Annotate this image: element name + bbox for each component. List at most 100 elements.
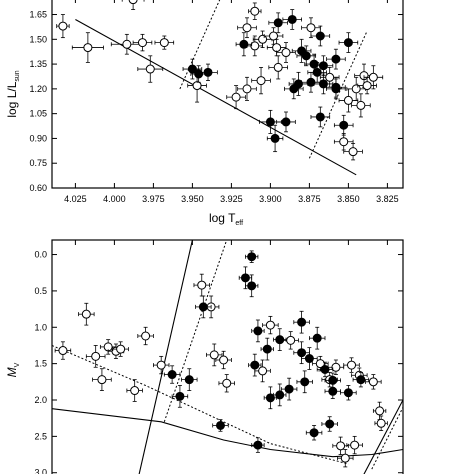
y-tick-label: 1.0 [34,322,47,332]
filled-data-point [253,440,263,450]
y-tick-label: 3.0 [34,468,47,474]
top-x-axis-title: log Teff [209,211,243,227]
filled-data-point [265,117,275,127]
filled-data-point [265,393,275,403]
open-data-point [350,440,360,450]
open-data-point [122,39,132,49]
filled-data-point [343,38,353,48]
top-plot-frame [51,0,404,189]
x-tick-label: 3.950 [181,194,204,204]
filled-data-point [320,364,330,374]
y-tick-label: 1.65 [29,10,47,20]
dotted-boundary-line [179,0,221,90]
top-y-ticks: 0.60 0.75 0.90 1.05 1.20 1.35 1.50 1.65 [29,10,403,193]
open-data-point [81,309,91,319]
boundary-line [52,408,403,458]
filled-data-point [331,84,341,94]
open-data-point [256,76,266,86]
dotted-boundary-line [308,30,368,159]
dotted-boundary-line [163,240,228,422]
dotted-boundary-line [52,345,349,465]
open-data-point [192,81,202,91]
bottom-plot-content [52,240,403,474]
open-data-point [306,23,316,33]
filled-data-point [356,375,366,385]
open-data-point [258,34,268,44]
y-tick-label: 1.35 [29,59,47,69]
open-data-point [231,92,241,102]
open-data-point [116,344,126,354]
filled-data-point [328,375,338,385]
open-data-point [159,38,169,48]
bottom-x-ticks [74,240,388,245]
x-tick-label: 4.025 [64,194,87,204]
x-tick-label: 3.925 [220,194,243,204]
open-data-point [356,100,366,110]
y-tick-label: 0.60 [29,183,47,193]
filled-data-point [215,420,225,430]
open-data-point [325,72,335,82]
dotted-boundary-line [371,407,403,470]
bottom-y-axis-title: MV [5,362,21,377]
filled-data-point [315,112,325,122]
open-data-point [258,366,268,376]
open-data-point [250,6,260,16]
filled-data-point [187,64,197,74]
open-data-point [269,31,279,41]
open-data-point [58,21,68,31]
open-data-point [209,350,219,360]
filled-data-point [312,333,322,343]
x-tick-label: 3.850 [337,194,360,204]
open-data-point [137,38,147,48]
open-data-point [376,418,386,428]
filled-data-point [281,117,291,127]
x-tick-label: 3.825 [376,194,399,204]
filled-data-point [270,133,280,143]
open-data-point [141,331,151,341]
y-tick-label: 0.90 [29,133,47,143]
filled-data-point [287,14,297,24]
y-tick-label: 1.50 [29,34,47,44]
y-tick-label: 0.75 [29,158,47,168]
x-tick-label: 4.000 [103,194,126,204]
y-tick-label: 1.05 [29,109,47,119]
open-data-point [375,406,385,416]
x-tick-label: 3.900 [259,194,282,204]
open-data-point [128,0,138,5]
y-tick-label: 0.5 [34,286,47,296]
filled-data-point [343,388,353,398]
open-data-point [272,43,282,53]
filled-data-point [253,326,263,336]
filled-data-point [306,77,316,87]
filled-data-point [247,281,257,291]
open-data-point [265,320,275,330]
filled-data-point [328,386,338,396]
filled-data-point [312,67,322,77]
open-data-point [250,41,260,51]
filled-data-point [184,375,194,385]
top-panel: 4.025 4.000 3.975 3.950 3.925 3.900 3.875 3.850… [5,0,404,227]
open-data-point [281,48,291,58]
filled-data-point [167,370,177,380]
open-data-point [130,386,140,396]
filled-data-point [203,67,213,77]
open-data-point [97,375,107,385]
open-data-point [368,377,378,387]
open-data-point [351,84,361,94]
top-y-axis-title: log L/Lsun [5,70,21,117]
filled-data-point [325,419,335,429]
y-tick-label: 0.0 [34,250,47,260]
open-data-point [340,453,350,463]
filled-data-point [309,428,319,438]
open-data-point [222,378,232,388]
open-data-point [91,351,101,361]
boundary-line [363,399,403,474]
filled-data-point [289,84,299,94]
bottom-y-ticks: 0.0 0.5 1.0 1.5 2.0 2.5 3.0 [34,250,403,474]
filled-data-point [339,120,349,130]
open-data-point [197,280,207,290]
y-tick-label: 2.5 [34,431,47,441]
filled-data-point [318,79,328,89]
filled-data-point [275,335,285,345]
filled-data-point [247,252,257,262]
